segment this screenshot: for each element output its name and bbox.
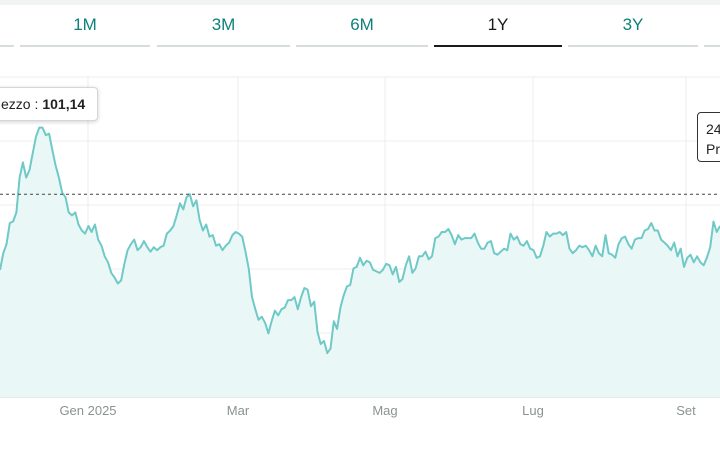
- top-strip: [0, 0, 720, 5]
- tab-1m[interactable]: 1M: [20, 5, 150, 47]
- x-tick-label: Mag: [372, 403, 397, 418]
- price-line: [0, 126, 720, 355]
- range-tabs: 1M 3M 6M 1Y 3Y: [0, 5, 720, 47]
- price-area: [0, 127, 720, 397]
- tooltip-label: ezzo :: [1, 96, 39, 112]
- tab-partial-left[interactable]: [0, 5, 14, 47]
- x-tick-label: Set: [676, 403, 696, 418]
- tab-6m[interactable]: 6M: [296, 5, 428, 47]
- x-tick-label: Lug: [522, 403, 544, 418]
- x-tick-label: Gen 2025: [59, 403, 116, 418]
- tab-3y[interactable]: 3Y: [568, 5, 698, 47]
- tab-1y[interactable]: 1Y: [434, 5, 562, 47]
- date-tooltip-line1: 24: [706, 121, 720, 137]
- x-axis: Gen 2025 Mar Mag Lug Set: [59, 403, 696, 418]
- tab-partial-right[interactable]: [704, 5, 720, 47]
- x-tick-label: Mar: [227, 403, 250, 418]
- date-tooltip-line2: Pr: [706, 141, 720, 157]
- tab-3m[interactable]: 3M: [157, 5, 290, 47]
- date-tooltip: 24 Pr: [697, 112, 720, 162]
- tooltip-value: 101,14: [42, 96, 86, 112]
- price-tooltip: ezzo : 101,14: [0, 87, 99, 121]
